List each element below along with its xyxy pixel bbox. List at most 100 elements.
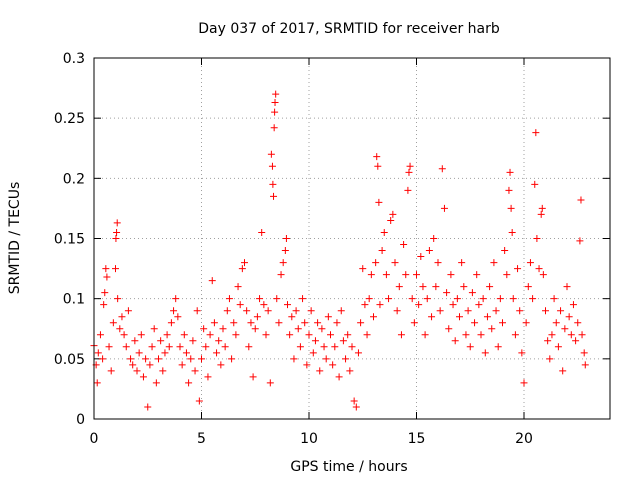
x-axis-label: GPS time / hours [290, 459, 407, 475]
data-point [198, 355, 205, 363]
data-point [546, 355, 554, 363]
data-point [395, 283, 403, 291]
data-point [228, 355, 236, 363]
x-tick-label: 5 [197, 431, 206, 447]
data-point [370, 313, 377, 321]
data-point [529, 295, 537, 303]
data-point [458, 259, 466, 267]
data-point [101, 289, 109, 297]
data-point [419, 283, 427, 291]
data-point [363, 331, 371, 339]
data-point [253, 313, 261, 321]
data-point [375, 198, 383, 206]
data-point [367, 271, 375, 279]
data-point [333, 319, 341, 327]
data-point [440, 204, 448, 212]
data-point [391, 259, 399, 267]
data-point [413, 271, 420, 279]
data-point [359, 265, 367, 273]
x-tick-label: 20 [515, 431, 533, 447]
axis-ticks: 0 0.05 0.1 0.15 0.2 0.25 0.3 0 5 10 15 20 [54, 51, 610, 447]
data-point [301, 319, 309, 327]
data-point [144, 403, 152, 411]
data-point [148, 343, 156, 351]
data-point [208, 277, 216, 285]
data-point [400, 241, 408, 249]
data-point [380, 228, 388, 236]
data-point [316, 367, 324, 375]
data-point [127, 355, 135, 363]
data-point [120, 331, 128, 339]
data-point [421, 331, 429, 339]
data-point [372, 259, 380, 267]
data-point [387, 216, 395, 224]
data-point [286, 331, 294, 339]
y-tick-label: 0.05 [54, 352, 85, 368]
y-tick-label: 0.3 [63, 51, 85, 67]
data-point [506, 168, 514, 176]
data-point [258, 228, 266, 236]
data-point [350, 397, 358, 405]
data-point [309, 349, 317, 357]
data-point [438, 165, 446, 173]
data-point [337, 307, 345, 315]
data-point [548, 331, 556, 339]
data-point [93, 379, 101, 387]
data-point [243, 307, 251, 315]
data-point [432, 283, 440, 291]
data-point [451, 337, 459, 345]
data-point [236, 301, 244, 309]
data-point [230, 319, 238, 327]
data-point [550, 295, 558, 303]
data-point [538, 204, 546, 212]
data-point [339, 337, 347, 345]
data-point [468, 289, 476, 297]
data-point [511, 331, 519, 339]
data-point [428, 313, 436, 321]
data-point [294, 325, 302, 333]
x-tick-label: 15 [408, 431, 426, 447]
data-point [172, 295, 180, 303]
data-point [223, 307, 231, 315]
data-point [464, 307, 472, 315]
data-point [423, 295, 431, 303]
data-point [318, 325, 326, 333]
data-point [481, 349, 489, 357]
data-point [269, 180, 277, 188]
data-point [122, 343, 130, 351]
x-tick-label: 0 [90, 431, 99, 447]
y-tick-label: 0 [76, 412, 85, 428]
x-tick-label: 10 [300, 431, 318, 447]
data-point [219, 325, 227, 333]
data-point [460, 283, 468, 291]
data-points [90, 90, 589, 411]
data-point [277, 271, 285, 279]
data-point [434, 259, 442, 267]
data-point [193, 307, 201, 315]
data-point [113, 228, 121, 236]
data-point [167, 319, 175, 327]
data-point [174, 313, 182, 321]
data-point [142, 355, 150, 363]
data-point [260, 301, 268, 309]
data-point [195, 397, 203, 405]
data-point [406, 162, 414, 170]
data-point [187, 355, 195, 363]
data-point [103, 273, 111, 281]
data-point [165, 343, 173, 351]
data-point [567, 331, 575, 339]
data-point [335, 373, 343, 381]
data-point [466, 343, 474, 351]
data-point [320, 343, 328, 351]
data-point [275, 319, 283, 327]
data-point [191, 367, 199, 375]
data-point [581, 361, 589, 369]
data-point [410, 319, 418, 327]
data-point [264, 307, 272, 315]
data-point [135, 349, 143, 357]
data-point [311, 337, 319, 345]
data-point [109, 319, 117, 327]
data-point [456, 313, 463, 321]
data-point [327, 331, 334, 339]
data-point [307, 307, 315, 315]
